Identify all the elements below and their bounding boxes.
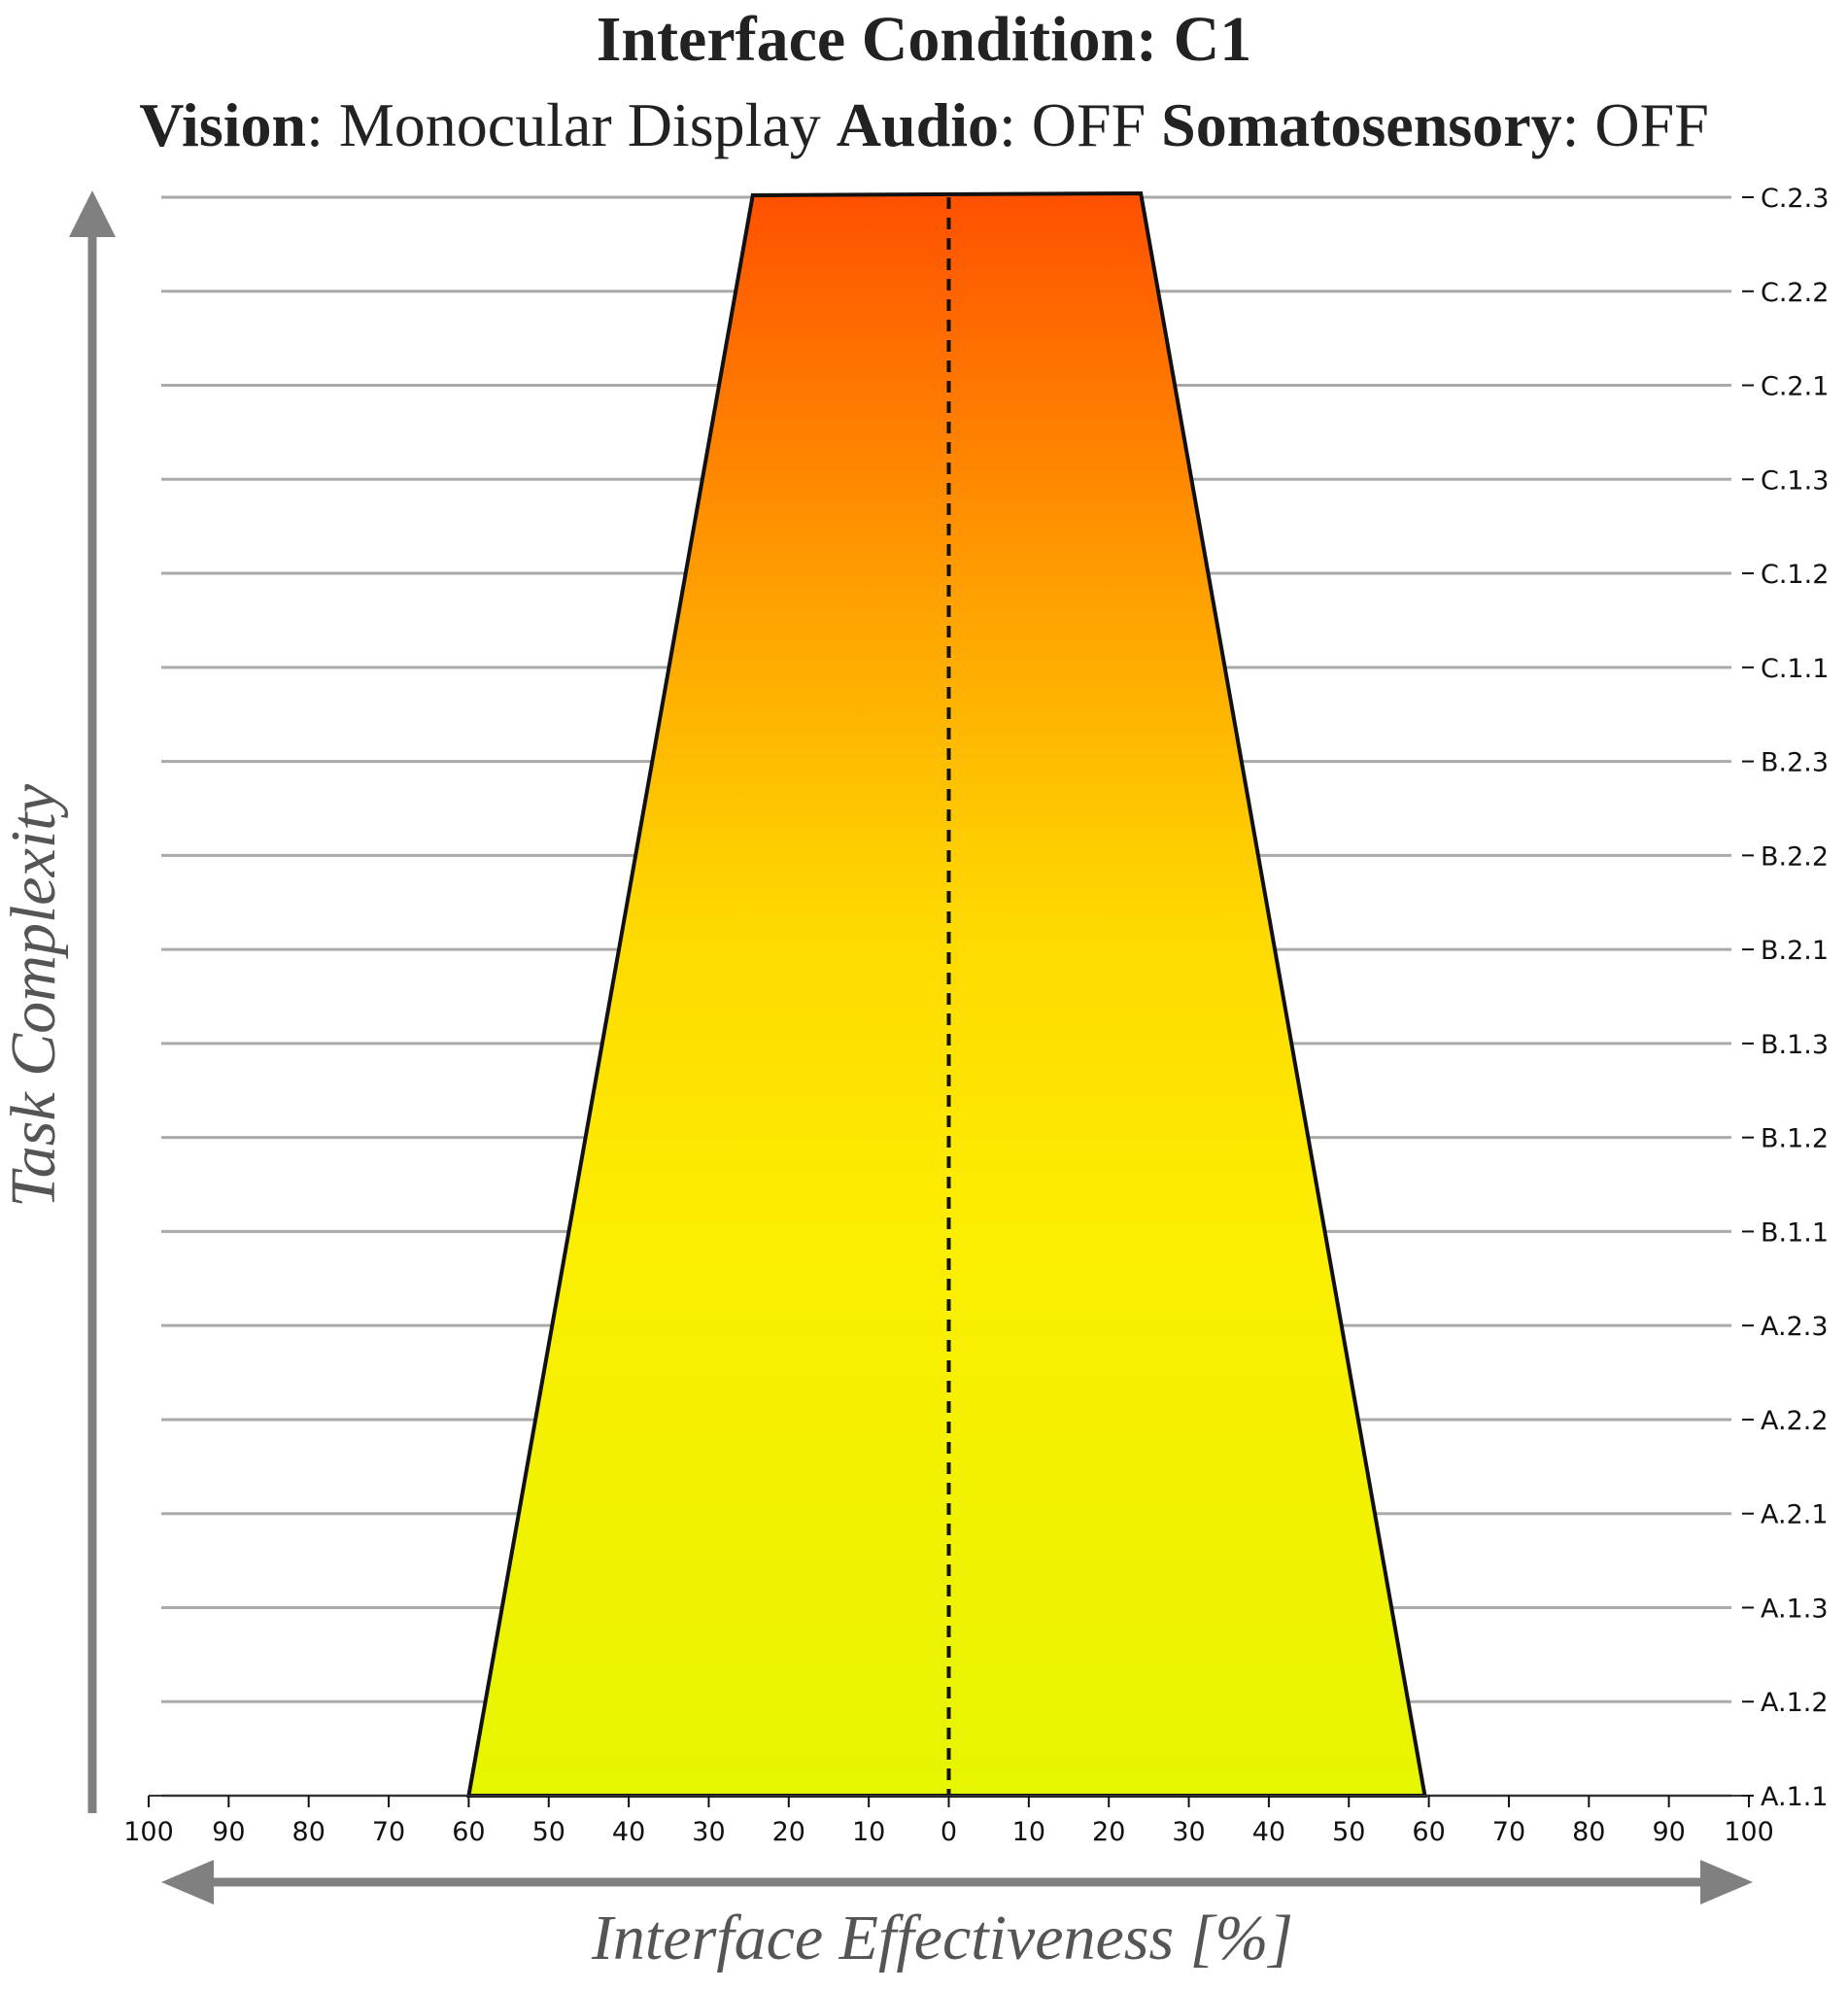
x-tick-label: 90: [212, 1817, 245, 1847]
y-tick-label: A.2.1: [1761, 1500, 1829, 1530]
x-axis-title: Interface Effectiveness [%]: [591, 1903, 1293, 1973]
x-tick-label: 80: [292, 1817, 325, 1847]
x-tick-label: 100: [1724, 1817, 1774, 1847]
x-axis-arrow: [161, 1860, 1753, 1904]
x-tick-label: 70: [372, 1817, 405, 1847]
chart-title: Interface Condition: C1: [597, 4, 1252, 75]
y-tick-label: C.2.3: [1761, 184, 1829, 214]
x-tick-label: 70: [1492, 1817, 1525, 1847]
y-tick-label: B.2.1: [1761, 936, 1829, 966]
x-tick-label: 20: [772, 1817, 805, 1847]
x-tick-label: 60: [1412, 1817, 1445, 1847]
x-tick-label: 30: [1172, 1817, 1205, 1847]
x-tick-label: 90: [1652, 1817, 1685, 1847]
subtitle-vision-label: Vision: [139, 90, 306, 159]
y-tick-label: B.2.3: [1761, 748, 1829, 778]
y-axis: A.1.1 A.1.2 A.1.3 A.2.1 A.2.2 A.2.3 B.1.1 B.1.2…: [1742, 184, 1829, 1812]
x-tick-label: 30: [692, 1817, 725, 1847]
y-tick-label: B.1.2: [1761, 1124, 1829, 1154]
y-tick-label: A.1.1: [1761, 1782, 1829, 1812]
x-tick-label: 10: [1012, 1817, 1045, 1847]
subtitle-somatosensory-label: Somatosensory: [1161, 90, 1561, 159]
chart-subtitle: Vision: Monocular Display Audio: OFF Som…: [139, 90, 1709, 159]
x-axis: 100 90 80 70 60 50 40 30 20 10 0 10 20 30 40 50 60 70 80 90…: [123, 1795, 1774, 1847]
y-tick-label: B.1.3: [1761, 1030, 1829, 1060]
x-tick-label: 20: [1092, 1817, 1125, 1847]
y-tick-label: C.1.2: [1761, 560, 1829, 590]
x-tick-label: 40: [1252, 1817, 1285, 1847]
y-tick-label: C.2.2: [1761, 278, 1829, 308]
x-tick-label: 50: [1332, 1817, 1365, 1847]
effectiveness-area: [466, 190, 1427, 1798]
y-tick-label: B.1.1: [1761, 1218, 1829, 1248]
x-tick-label: 60: [452, 1817, 485, 1847]
y-tick-label: C.1.3: [1761, 465, 1829, 496]
subtitle-vision-value: : Monocular Display: [306, 90, 837, 159]
subtitle-audio-value: : OFF: [999, 90, 1161, 159]
subtitle-somatosensory-value: : OFF: [1562, 90, 1709, 159]
x-tick-label: 100: [123, 1817, 174, 1847]
y-axis-title: Task Complexity: [0, 783, 69, 1207]
y-axis-arrow: [69, 190, 116, 1813]
y-tick-label: C.1.1: [1761, 654, 1829, 684]
x-tick-label: 40: [612, 1817, 645, 1847]
x-tick-label: 80: [1572, 1817, 1605, 1847]
y-tick-label: A.2.3: [1761, 1312, 1829, 1342]
y-tick-label: A.2.2: [1761, 1406, 1829, 1436]
x-tick-label: 0: [941, 1817, 957, 1847]
y-tick-label: A.1.3: [1761, 1594, 1829, 1624]
y-tick-label: B.2.2: [1761, 841, 1829, 872]
y-tick-label: C.2.1: [1761, 372, 1829, 402]
x-tick-label: 10: [852, 1817, 885, 1847]
y-tick-label: A.1.2: [1761, 1688, 1829, 1718]
x-tick-label: 50: [532, 1817, 565, 1847]
subtitle-audio-label: Audio: [837, 90, 999, 159]
